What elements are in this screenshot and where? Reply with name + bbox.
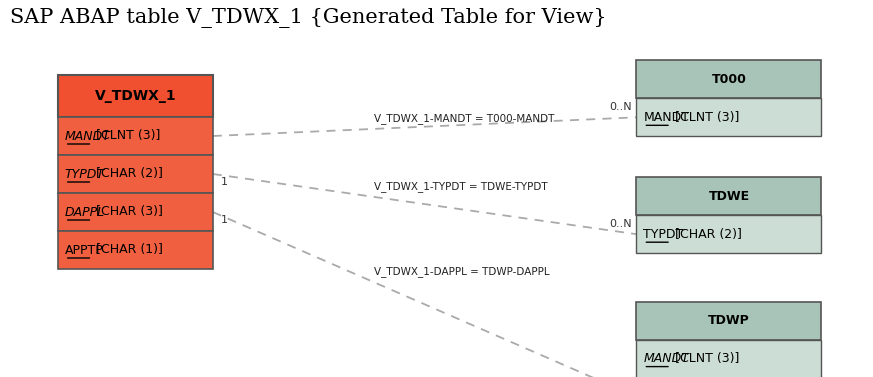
Bar [636,302,821,340]
Text: T000: T000 [711,73,746,86]
Text: V_TDWX_1-TYPDT = TDWE-TYPDT: V_TDWX_1-TYPDT = TDWE-TYPDT [374,181,547,192]
Text: [CHAR (3)]: [CHAR (3)] [93,205,163,219]
Text: 1: 1 [221,177,228,187]
Bar [636,177,821,215]
Text: MANDT: MANDT [643,352,690,365]
Text: 0..N: 0..N [608,102,631,112]
Bar [58,117,213,155]
Text: [CLNT (3)]: [CLNT (3)] [671,352,739,365]
Text: 1: 1 [221,215,228,225]
Bar [58,193,213,231]
Text: [CHAR (1)]: [CHAR (1)] [93,244,163,256]
Text: [CLNT (3)]: [CLNT (3)] [93,130,161,143]
Text: [CHAR (2)]: [CHAR (2)] [93,167,163,181]
Bar [636,215,821,253]
Text: SAP ABAP table V_TDWX_1 {Generated Table for View}: SAP ABAP table V_TDWX_1 {Generated Table… [10,8,607,28]
Text: TYPDT: TYPDT [643,228,684,241]
Text: V_TDWX_1: V_TDWX_1 [94,89,176,103]
Text: DAPPL: DAPPL [65,205,105,219]
Text: TDWP: TDWP [708,314,750,327]
Text: [CLNT (3)]: [CLNT (3)] [671,111,739,124]
Text: TYPDT: TYPDT [65,167,105,181]
Text: V_TDWX_1-DAPPL = TDWP-DAPPL: V_TDWX_1-DAPPL = TDWP-DAPPL [374,266,549,277]
Bar [636,340,821,377]
Text: 0..N: 0..N [608,219,631,229]
Text: MANDT: MANDT [643,111,690,124]
Text: [CHAR (2)]: [CHAR (2)] [671,228,742,241]
Text: V_TDWX_1-MANDT = T000-MANDT: V_TDWX_1-MANDT = T000-MANDT [374,113,554,124]
Bar [58,75,213,117]
Bar [58,155,213,193]
Bar [636,60,821,98]
Bar [58,231,213,269]
Text: APPTP: APPTP [65,244,104,256]
Text: TDWE: TDWE [708,190,750,203]
Text: MANDT: MANDT [65,130,111,143]
Bar [636,98,821,136]
